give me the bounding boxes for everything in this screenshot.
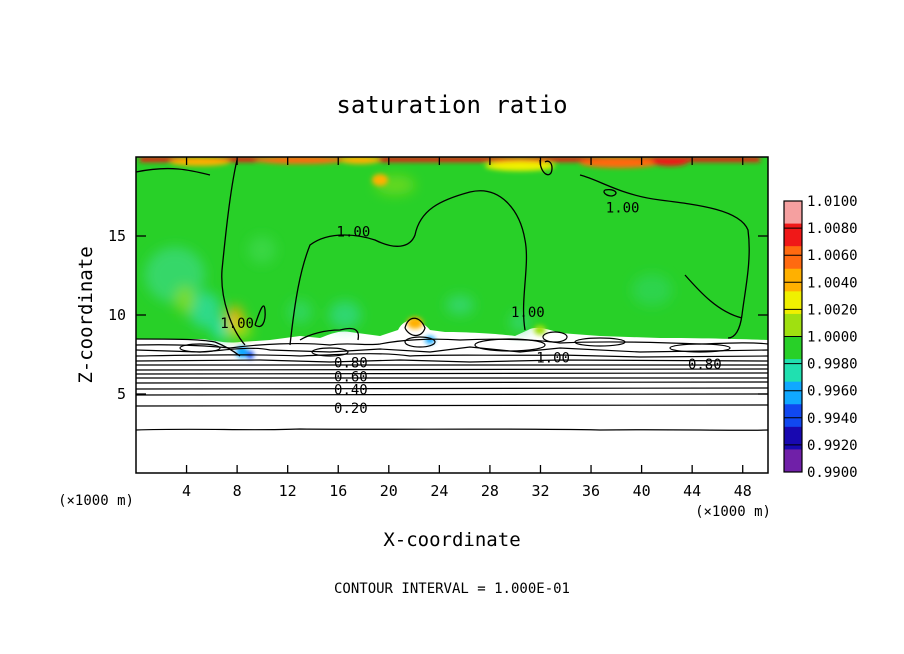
colorbar-label: 1.0040 bbox=[807, 275, 858, 291]
field-contours bbox=[136, 159, 750, 357]
x-unit-left: (×1000 m) bbox=[58, 493, 134, 509]
lower-layer-contours bbox=[136, 331, 768, 431]
plot-field bbox=[136, 157, 768, 473]
contour-interval-note: CONTOUR INTERVAL = 1.000E-01 bbox=[334, 581, 570, 597]
x-tick-label: 4 bbox=[182, 482, 191, 500]
colorbar-label: 1.0100 bbox=[807, 194, 858, 210]
colorbar-segment bbox=[784, 381, 802, 405]
x-tick-label: 48 bbox=[734, 482, 752, 500]
colorbar-label: 0.9960 bbox=[807, 384, 858, 400]
x-tick-label: 40 bbox=[633, 482, 651, 500]
x-tick-label: 20 bbox=[380, 482, 398, 500]
contour-label: 1.00 bbox=[511, 305, 545, 321]
colorbar-label: 0.9920 bbox=[807, 438, 858, 454]
x-unit-right: (×1000 m) bbox=[695, 504, 771, 520]
colorbar-segment bbox=[784, 359, 802, 383]
contour-label: 1.00 bbox=[220, 316, 254, 332]
colorbar: 1.0100 1.0080 1.0060 1.0040 1.0020 1.0000 0.99… bbox=[783, 194, 858, 481]
y-tick-label: 15 bbox=[108, 227, 126, 245]
x-tick-label: 44 bbox=[683, 482, 701, 500]
colorbar-segment bbox=[784, 291, 802, 315]
colorbar-segment bbox=[784, 313, 802, 337]
colorbar-segment bbox=[784, 201, 802, 225]
colorbar-segment bbox=[784, 246, 802, 270]
colorbar-label: 0.9900 bbox=[807, 465, 858, 481]
colorbar-label: 1.0000 bbox=[807, 330, 858, 346]
y-tick-label: 5 bbox=[117, 385, 126, 403]
colorbar-segment bbox=[784, 449, 802, 473]
y-ticks: 5 10 15 bbox=[108, 227, 768, 403]
y-tick-label: 10 bbox=[108, 306, 126, 324]
x-tick-label: 8 bbox=[233, 482, 242, 500]
colorbar-label: 1.0020 bbox=[807, 302, 858, 318]
contour-labels: 1.001.001.001.001.00 0.800.800.600.400.20 bbox=[220, 201, 721, 418]
x-tick-label: 32 bbox=[531, 482, 549, 500]
x-tick-label: 24 bbox=[430, 482, 448, 500]
colorbar-segment bbox=[784, 404, 802, 428]
contour-label: 0.80 bbox=[688, 357, 722, 373]
colorbar-segment bbox=[784, 268, 802, 292]
colorbar-label: 0.9940 bbox=[807, 411, 858, 427]
x-axis-label: X-coordinate bbox=[383, 529, 520, 551]
x-tick-label: 36 bbox=[582, 482, 600, 500]
x-tick-label: 12 bbox=[279, 482, 297, 500]
x-tick-label: 16 bbox=[329, 482, 347, 500]
colorbar-segment bbox=[784, 223, 802, 247]
colorbar-label: 1.0080 bbox=[807, 221, 858, 237]
contour-label: 1.00 bbox=[606, 201, 640, 217]
contour-label: 0.20 bbox=[334, 401, 368, 417]
chart-title: saturation ratio bbox=[336, 91, 567, 119]
contour-label: 0.60 bbox=[334, 370, 368, 386]
colorbar-label: 0.9980 bbox=[807, 357, 858, 373]
contour-label: 0.40 bbox=[334, 382, 368, 398]
y-axis-label: Z-coordinate bbox=[75, 246, 97, 383]
colorbar-segment bbox=[784, 426, 802, 450]
contour-label: 1.00 bbox=[337, 224, 371, 240]
contour-label: 0.80 bbox=[334, 355, 368, 371]
colorbar-label: 1.0060 bbox=[807, 248, 858, 264]
x-ticks: 4 8 12 16 20 24 28 32 36 40 44 48 bbox=[182, 157, 752, 500]
colorbar-segment bbox=[784, 336, 802, 360]
contour-label: 1.00 bbox=[536, 351, 570, 367]
x-tick-label: 28 bbox=[481, 482, 499, 500]
saturation-field-upper bbox=[136, 157, 768, 359]
